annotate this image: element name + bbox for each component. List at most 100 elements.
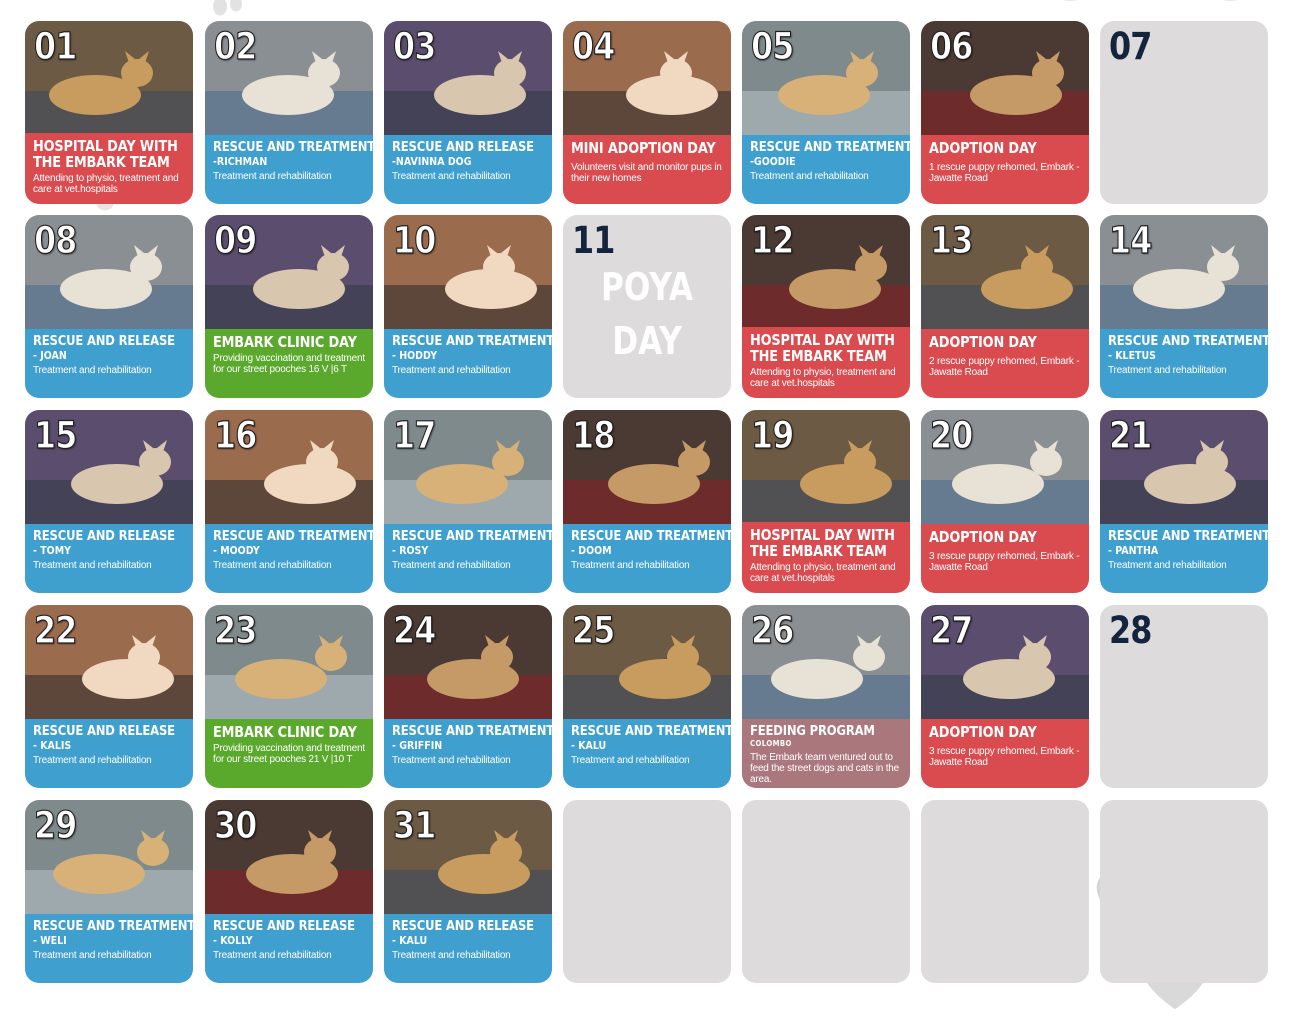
- day-number: 28: [1109, 609, 1152, 652]
- event-description: Treatment and rehabilitation: [392, 171, 511, 182]
- dog-name: - TOMY: [33, 544, 71, 557]
- dog-name: - KALU: [392, 934, 428, 947]
- dog-photo: [921, 21, 1089, 135]
- dog-name: - KALU: [571, 739, 607, 752]
- event-info: RESCUE AND TREATMENT - GRIFFIN Treatment a…: [384, 719, 552, 788]
- day-cell-rescue: 25 RESCUE AND TREATMENT - KALU Treatment an…: [563, 605, 731, 788]
- day-number: 14: [1108, 218, 1152, 262]
- event-description: Treatment and rehabilitation: [213, 950, 332, 961]
- dog-photo: [205, 410, 373, 524]
- event-title: ADOPTION DAY: [929, 528, 1037, 546]
- dog-photo: [742, 410, 910, 524]
- event-title: RESCUE AND TREATMENT: [213, 528, 373, 544]
- event-title: RESCUE AND RELEASE: [392, 918, 534, 934]
- day-number: 27: [929, 608, 973, 652]
- day-cell-rescue: 15 RESCUE AND RELEASE - TOMY Treatment and …: [25, 410, 193, 593]
- dog-name: - KALIS: [33, 739, 72, 752]
- event-info: RESCUE AND TREATMENT -RICHMAN Treatment an…: [205, 135, 373, 204]
- day-cell-rescue: 16 RESCUE AND TREATMENT - MOODY Treatment a…: [205, 410, 373, 593]
- day-cell-rescue: 17 RESCUE AND TREATMENT - ROSY Treatment an…: [384, 410, 552, 593]
- event-description: 3 rescue puppy rehomed, Embark - Jawatte…: [929, 551, 1080, 573]
- event-info: RESCUE AND TREATMENT - ROSY Treatment and …: [384, 524, 552, 593]
- day-cell-adopt: 13 ADOPTION DAY 2 rescue puppy rehomed, Em…: [921, 215, 1089, 398]
- dog-name: -GOODIE: [750, 155, 796, 168]
- event-title: THE EMBARK TEAM: [750, 542, 887, 560]
- event-description: Attending to physio, treatment and care …: [750, 367, 896, 389]
- day-cell: 07: [1100, 21, 1268, 204]
- day-number: 06: [929, 24, 973, 68]
- event-location: COLOMBO: [750, 739, 792, 748]
- event-description: Providing vaccination and treatment for …: [213, 353, 365, 375]
- event-info: ADOPTION DAY 2 rescue puppy rehomed, Emba…: [921, 329, 1089, 398]
- dog-name: - PANTHA: [1108, 544, 1159, 557]
- day-number: 10: [392, 218, 436, 262]
- event-info: RESCUE AND TREATMENT - KALU Treatment and …: [563, 719, 731, 788]
- event-info: RESCUE AND TREATMENT - HODDY Treatment and…: [384, 329, 552, 398]
- day-number: 03: [392, 24, 436, 68]
- poya-label: DAY: [612, 319, 682, 363]
- event-info: RESCUE AND TREATMENT - DOOM Treatment and …: [563, 524, 731, 593]
- dog-name: -NAVINNA DOG: [392, 155, 472, 168]
- day-number: 22: [33, 608, 77, 652]
- event-description: Treatment and rehabilitation: [392, 365, 511, 376]
- day-cell-hospital: 12 HOSPITAL DAY WITH THE EMBARK TEAM Attend…: [742, 215, 910, 398]
- event-description: Treatment and rehabilitation: [750, 171, 869, 182]
- dog-photo: [921, 215, 1089, 329]
- event-info: EMBARK CLINIC DAY Providing vaccination a…: [205, 329, 373, 398]
- event-description: Treatment and rehabilitation: [213, 560, 332, 571]
- event-description: Treatment and rehabilitation: [392, 560, 511, 571]
- day-cell-feeding: 26 FEEDING PROGRAM COLOMBO The Embark team …: [742, 605, 910, 788]
- day-number: 15: [33, 413, 77, 457]
- event-info: HOSPITAL DAY WITH THE EMBARK TEAM Attendin…: [742, 327, 910, 398]
- event-title: RESCUE AND TREATMENT: [571, 528, 731, 544]
- event-title: RESCUE AND TREATMENT: [213, 139, 373, 155]
- day-cell-rescue: 21 RESCUE AND TREATMENT - PANTHA Treatment …: [1100, 410, 1268, 593]
- day-cell-adopt: 06 ADOPTION DAY 1 rescue puppy rehomed, Em…: [921, 21, 1089, 204]
- dog-name: - KOLLY: [213, 934, 253, 947]
- event-title: THE EMBARK TEAM: [750, 347, 887, 365]
- day-number: 05: [750, 24, 794, 68]
- event-title: RESCUE AND RELEASE: [33, 723, 175, 739]
- dog-photo: [25, 410, 193, 524]
- day-number: 02: [213, 24, 257, 68]
- dog-photo: [563, 21, 731, 135]
- event-title: RESCUE AND TREATMENT: [392, 528, 552, 544]
- day-cell-adopt: 20 ADOPTION DAY 3 rescue puppy rehomed, Em…: [921, 410, 1089, 593]
- day-number: 01: [33, 24, 77, 68]
- event-description: Treatment and rehabilitation: [1108, 560, 1227, 571]
- day-number: 16: [213, 413, 257, 457]
- event-title: HOSPITAL DAY WITH: [750, 526, 895, 544]
- day-cell: 28: [1100, 605, 1268, 788]
- poya-day-cell: 11 POYA DAY: [563, 215, 731, 398]
- dog-photo: [1100, 410, 1268, 524]
- dog-name: - ROSY: [392, 544, 429, 557]
- event-description: Treatment and rehabilitation: [392, 755, 511, 766]
- event-info: ADOPTION DAY 3 rescue puppy rehomed, Emba…: [921, 719, 1089, 788]
- dog-photo: [921, 410, 1089, 524]
- event-title: ADOPTION DAY: [929, 723, 1037, 741]
- day-cell-rescue: 31 RESCUE AND RELEASE - KALU Treatment and …: [384, 800, 552, 983]
- day-cell-rescue: 02 RESCUE AND TREATMENT -RICHMAN Treatment …: [205, 21, 373, 204]
- dog-photo: [742, 605, 910, 719]
- day-cell-clinic: 09 EMBARK CLINIC DAY Providing vaccination…: [205, 215, 373, 398]
- dog-name: - DOOM: [571, 544, 612, 557]
- day-cell-adopt: 27 ADOPTION DAY 3 rescue puppy rehomed, Em…: [921, 605, 1089, 788]
- dog-photo: [384, 215, 552, 329]
- day-cell-rescue: 08 RESCUE AND RELEASE - JOAN Treatment and …: [25, 215, 193, 398]
- day-cell-hospital: 01 HOSPITAL DAY WITH THE EMBARK TEAM Attend…: [25, 21, 193, 204]
- day-number: 31: [392, 803, 436, 847]
- day-cell-rescue: 29 RESCUE AND TREATMENT - WELI Treatment an…: [25, 800, 193, 983]
- event-info: RESCUE AND TREATMENT - WELI Treatment and …: [25, 914, 193, 983]
- event-description: Treatment and rehabilitation: [33, 560, 152, 571]
- event-description: 2 rescue puppy rehomed, Embark - Jawatte…: [929, 356, 1080, 378]
- event-title: MINI ADOPTION DAY: [571, 139, 716, 157]
- event-info: RESCUE AND RELEASE - KOLLY Treatment and r…: [205, 914, 373, 983]
- day-number: 26: [750, 608, 794, 652]
- event-title: RESCUE AND RELEASE: [213, 918, 355, 934]
- event-title: RESCUE AND TREATMENT: [1108, 333, 1268, 349]
- event-info: RESCUE AND RELEASE - KALU Treatment and re…: [384, 914, 552, 983]
- event-info: RESCUE AND TREATMENT - MOODY Treatment and…: [205, 524, 373, 593]
- event-title: RESCUE AND TREATMENT: [33, 918, 193, 934]
- event-info: MINI ADOPTION DAY Volunteers visit and mo…: [563, 135, 731, 204]
